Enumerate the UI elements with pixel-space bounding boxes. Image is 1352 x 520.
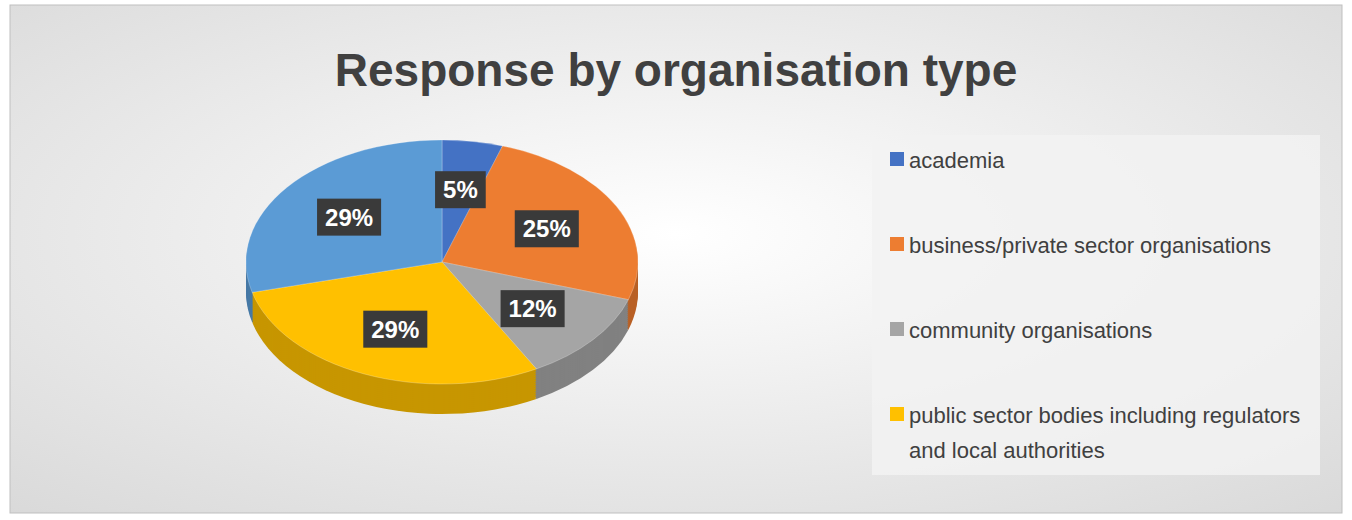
data-label-box <box>515 210 579 247</box>
data-label-text: 5% <box>443 176 478 203</box>
legend-entry: public sector bodies including regulator… <box>890 403 1300 463</box>
data-label-box <box>363 311 427 348</box>
legend: academia business/private sector organisa… <box>872 135 1320 475</box>
legend-label: community organisations <box>909 318 1152 343</box>
legend-entry: academia <box>890 148 1005 173</box>
legend-swatch <box>890 322 904 336</box>
legend-swatch <box>890 152 904 166</box>
legend-label: public sector bodies including regulator… <box>909 403 1300 463</box>
data-label: 12% <box>501 290 565 327</box>
legend-label: academia <box>909 148 1005 173</box>
data-label-text: 29% <box>371 316 419 343</box>
legend-entry: community organisations <box>890 318 1152 343</box>
data-label: 29% <box>317 199 381 236</box>
data-label-box <box>317 199 381 236</box>
slices <box>246 140 638 384</box>
background <box>10 5 1342 513</box>
legend-box <box>872 135 1320 475</box>
data-labels: 5% 25% 12% 29% 29% <box>317 171 579 347</box>
data-label-box <box>435 171 486 208</box>
slice <box>246 140 442 292</box>
data-label-text: 25% <box>523 215 571 242</box>
data-label: 5% <box>435 171 486 208</box>
legend-entry: business/private sector organisations <box>890 233 1271 258</box>
data-label-box <box>501 290 565 327</box>
plot-area <box>246 140 638 414</box>
chart: Response by organisation type 5% 25% 12% 29%… <box>0 0 1352 520</box>
title: Response by organisation type <box>335 44 1017 96</box>
data-label: 25% <box>515 210 579 247</box>
legend-swatch <box>890 237 904 251</box>
data-label: 29% <box>363 311 427 348</box>
legend-label: business/private sector organisations <box>909 233 1271 258</box>
data-label-text: 29% <box>325 204 373 231</box>
data-label-text: 12% <box>509 295 557 322</box>
legend-swatch <box>890 407 904 421</box>
